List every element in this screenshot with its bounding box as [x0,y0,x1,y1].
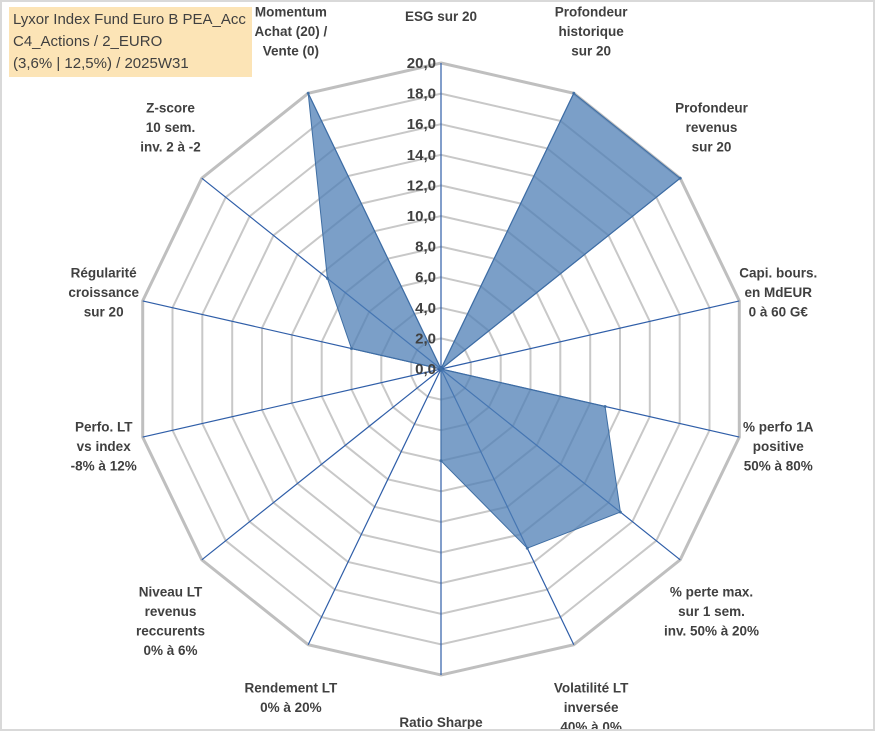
data-point [618,510,622,514]
tick-label: 6,0 [415,269,436,286]
tick-label: 12,0 [407,177,436,194]
axis-label: Note [426,2,456,5]
axis-label: en MdEUR [745,285,813,300]
axis-label: Z-score [146,100,195,115]
axis-label: vs index [77,439,132,454]
axis-spoke [440,300,740,370]
tick-label: 4,0 [415,300,436,317]
axis-label: 0% à 6% [143,643,197,658]
axis-label: Régularité [71,266,138,281]
tick-label: 20,0 [407,55,436,72]
axis-label: 0 à 60 G€ [749,305,809,320]
axis-label: 50% à 80% [744,459,813,474]
axis-label: % perfo 1A [743,420,814,435]
chart-title-box: Lyxor Index Fund Euro B PEA_Acc C4_Action… [9,7,252,77]
title-line-2: C4_Actions / 2_EURO [13,33,163,50]
axis-label: sur 1 sem. [678,604,745,619]
data-point [439,367,443,371]
axis-label: Profondeur [675,100,748,115]
data-point [350,347,353,351]
axis-spoke [201,368,442,561]
axis-label: 10 sem. [146,120,196,135]
data-point [325,276,329,280]
axis-label: reccurents [136,624,205,639]
axis-label: 40% à 0% [560,720,622,729]
axis-label: inv. 2 à -2 [140,139,201,154]
data-point [678,176,682,180]
axis-label: Capi. bours. [739,266,817,281]
axis-label: positive [753,439,805,454]
axis-label: Profondeur [555,4,628,19]
axis-label: sur 20 [84,305,124,320]
axis-label: Volatilité LT [554,681,629,696]
tick-label: 14,0 [407,147,436,164]
axis-label: Achat (20) / [255,24,328,39]
data-point [525,546,529,550]
axis-label: croissance [68,285,139,300]
tick-label: 8,0 [415,239,436,256]
axis-label: inv. 50% à 20% [664,624,759,639]
data-point [306,91,310,95]
axis-label: Momentum [255,4,327,19]
axis-label: revenus [145,604,197,619]
title-line-3: (3,6% | 12,5%) / 2025W31 [13,55,189,72]
axis-label: Rendement LT [245,681,339,696]
axis-label: Vente (0) [263,43,319,58]
tick-label: 0,0 [415,361,436,378]
axis-label: Ratio Sharpe [399,715,483,729]
data-point [439,459,443,463]
title-line-1: Lyxor Index Fund Euro B PEA_Acc [13,11,246,28]
tick-label: 18,0 [407,86,436,103]
axis-label: Perfo. LT [75,420,133,435]
axis-label: % perte max. [670,585,753,600]
axis-label: revenus [686,120,738,135]
tick-label: 2,0 [415,330,436,347]
axis-label: 0% à 20% [260,700,322,715]
axis-label: historique [558,24,624,39]
tick-label: 16,0 [407,116,436,133]
data-area [307,92,682,549]
axis-label: inversée [564,700,619,715]
data-point [603,405,607,408]
axis-label: sur 20 [571,43,611,58]
axis-label: Niveau LT [139,585,203,600]
axis-label: -8% à 12% [71,459,137,474]
axis-label: sur 20 [692,139,732,154]
axis-spoke [307,368,442,645]
tick-label: 10,0 [407,208,436,225]
axis-label: ESG sur 20 [405,9,477,24]
data-point [572,91,576,95]
axis-spoke [142,368,442,438]
